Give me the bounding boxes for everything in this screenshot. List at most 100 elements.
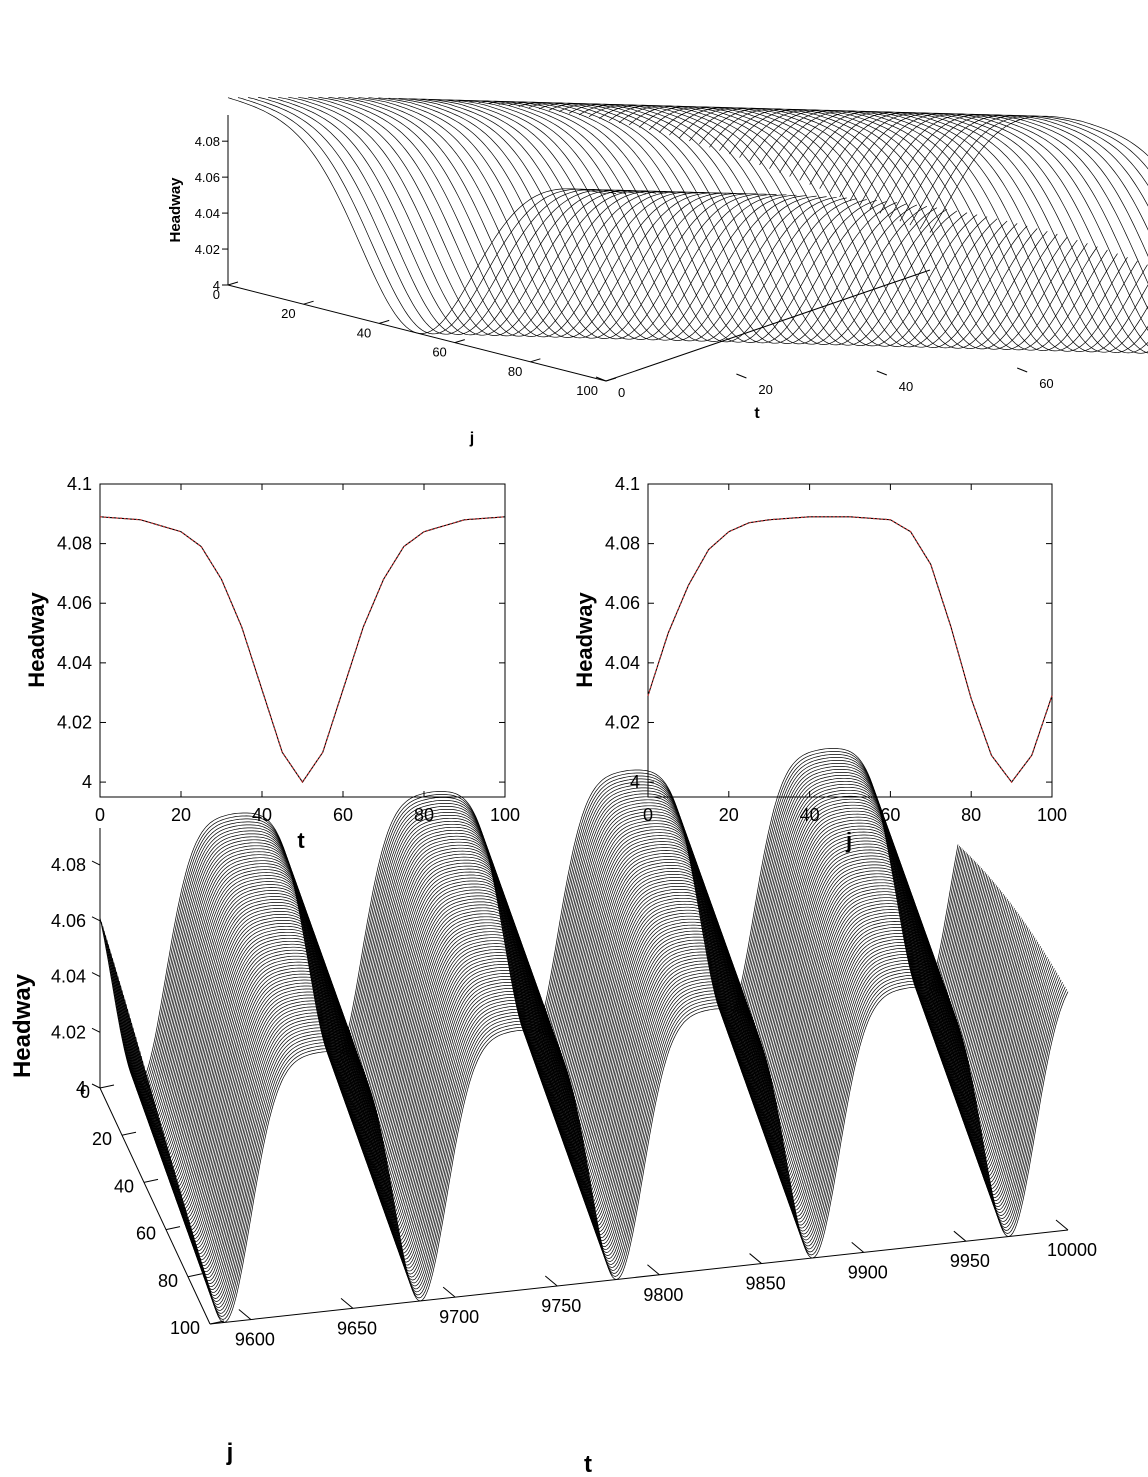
j-tick-label: 20 [92, 1129, 112, 1149]
mesh-line [194, 954, 1054, 1290]
mesh-line [171, 903, 1030, 1240]
x-tick-label: 100 [490, 805, 520, 825]
mesh-line [448, 99, 827, 342]
mesh-line [198, 962, 1058, 1299]
t-tick [953, 1230, 967, 1242]
mesh-line [438, 99, 817, 341]
y-tick-label: 4.08 [57, 534, 92, 554]
mesh-line [187, 939, 1047, 1276]
t-tick [647, 1264, 660, 1276]
mesh-line [819, 112, 1148, 354]
mesh-line [929, 115, 1148, 233]
series-line-1 [99, 516, 506, 784]
plot-frame [99, 483, 506, 798]
series-line-0 [647, 516, 1053, 784]
series-lines [647, 516, 1053, 784]
t-tick-label: 9950 [950, 1251, 990, 1271]
mesh-line [189, 942, 1048, 1279]
t-axis-label: t [754, 405, 760, 422]
z-tick-label: 4.04 [195, 206, 220, 221]
plot-frame [647, 483, 1053, 798]
mesh-line [168, 897, 1028, 1234]
y-tick-label: 4.1 [67, 474, 92, 494]
t-tick-label: 9850 [746, 1274, 786, 1294]
t-tick-label: 9600 [235, 1330, 275, 1350]
mesh-line [161, 882, 1021, 1219]
series-line-0 [99, 516, 506, 784]
mesh-line [156, 870, 1015, 1207]
mesh-line [190, 945, 1050, 1282]
mesh-line [669, 107, 1048, 349]
mesh-line [184, 933, 1044, 1269]
j-tick [530, 358, 541, 363]
mesh-line [175, 912, 1034, 1249]
j-tick [209, 1320, 225, 1325]
mesh-line [172, 906, 1032, 1243]
mesh-line [318, 96, 697, 337]
t-tick [340, 1297, 354, 1309]
mesh-line [205, 977, 1065, 1314]
j-axis [99, 1087, 211, 1325]
mesh-line [568, 103, 948, 346]
mesh-line [919, 115, 1148, 230]
j-tick-label: 40 [114, 1176, 134, 1196]
mesh-line [162, 885, 1022, 1222]
mesh-line [183, 930, 1043, 1267]
z-tick [91, 916, 101, 922]
mesh-line [206, 980, 1066, 1317]
mesh-line [268, 96, 647, 336]
mesh-line [288, 96, 667, 336]
x-tick-label: 60 [333, 805, 353, 825]
j-tick-label: 60 [136, 1224, 156, 1244]
mesh-line [498, 101, 877, 343]
mesh-line [338, 96, 717, 338]
mesh-line [378, 97, 757, 339]
mesh-line [298, 96, 677, 337]
t-tick [1055, 1219, 1069, 1231]
mesh-line [508, 101, 887, 344]
mesh-line [208, 983, 1067, 1320]
z-tick-label: 4.08 [195, 134, 220, 149]
mesh-line [628, 105, 1008, 348]
x-tick-label: 100 [1037, 805, 1067, 825]
x-axis-label: t [297, 828, 305, 853]
mesh-line [154, 867, 1014, 1204]
y-tick-label: 4.04 [605, 653, 640, 673]
mesh-line [618, 105, 998, 347]
z-tick-label: 4.02 [51, 1022, 86, 1042]
mesh-line [468, 100, 847, 342]
mesh-line [658, 106, 1038, 349]
z-tick-label: 4.08 [51, 855, 86, 875]
mesh-line [849, 113, 1148, 332]
t-tick-label: 9900 [848, 1262, 888, 1282]
mesh-line [182, 927, 1041, 1264]
mesh-line [689, 107, 1068, 350]
t-tick-label: 60 [1039, 376, 1053, 391]
j-tick [379, 319, 390, 324]
t-axis [605, 269, 931, 382]
mesh-line [859, 113, 1148, 310]
j-tick [99, 1084, 115, 1089]
y-tick-label: 4.1 [615, 474, 640, 494]
mesh-line [204, 974, 1063, 1311]
z-tick-label: 4.04 [51, 967, 86, 987]
mesh-line [869, 113, 1148, 285]
mesh-line [679, 107, 1058, 349]
z-tick [91, 1027, 101, 1033]
t-tick [851, 1241, 865, 1253]
mesh-line [839, 112, 1148, 347]
j-tick-label: 0 [80, 1082, 90, 1102]
t-tick [749, 1253, 762, 1264]
x-tick-label: 0 [95, 805, 105, 825]
mesh-line [388, 97, 767, 340]
y-tick-label: 4.06 [605, 593, 640, 613]
mesh-line [358, 97, 737, 339]
mesh-line [729, 109, 1108, 351]
t-tick [876, 370, 887, 376]
z-tick-label: 4 [76, 1078, 86, 1098]
mesh-line [186, 936, 1045, 1272]
mesh-line [191, 948, 1051, 1284]
mesh-line [248, 97, 627, 335]
